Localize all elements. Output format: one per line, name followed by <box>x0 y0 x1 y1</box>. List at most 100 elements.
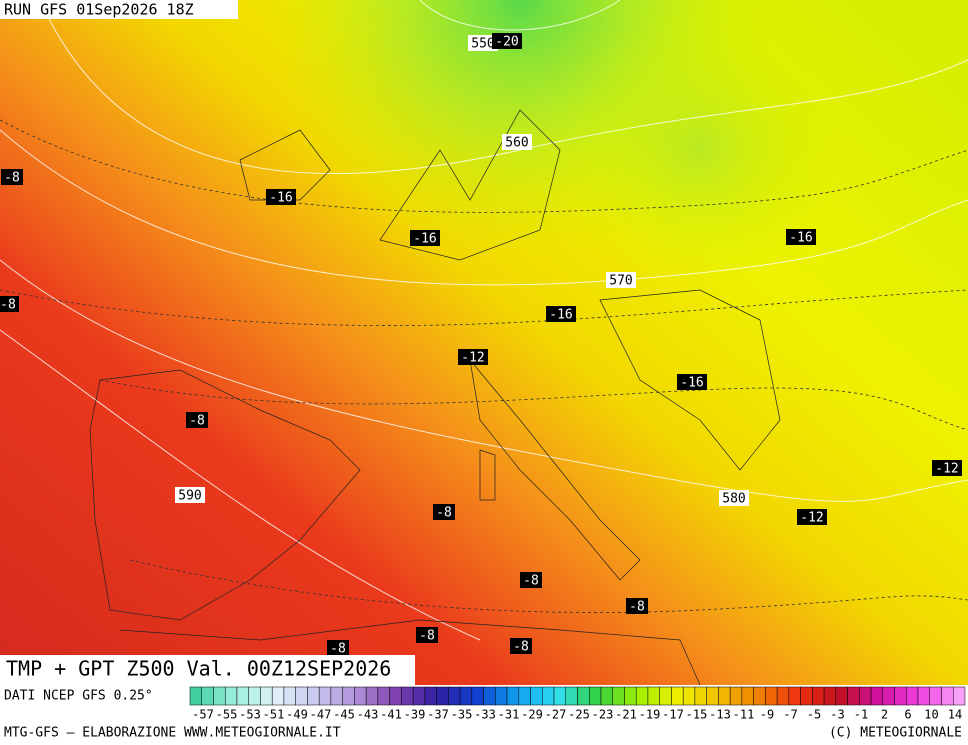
label-box <box>0 296 19 312</box>
run-label: RUN GFS 01Sep2026 18Z <box>4 1 194 19</box>
label-box <box>410 230 440 246</box>
contour-label: -8 <box>513 640 529 655</box>
colorbar-label: -31 <box>498 708 520 722</box>
contour-label: -16 <box>549 308 572 323</box>
isolines <box>0 0 968 640</box>
contour-label: -8 <box>330 642 346 657</box>
colorbar-label: -33 <box>474 708 496 722</box>
colorbar-label: -25 <box>568 708 590 722</box>
colorbar-swatch <box>882 686 895 706</box>
label-box <box>502 134 532 150</box>
colorbar-label: -17 <box>662 708 684 722</box>
label-box <box>416 627 438 643</box>
colorbar-swatch <box>318 686 332 706</box>
colorbar-swatch <box>471 686 484 706</box>
colorbar-swatch <box>894 686 907 706</box>
colorbar-swatch <box>307 686 320 706</box>
colorbar-swatch <box>483 686 496 706</box>
colorbar-swatch <box>706 686 719 706</box>
colorbar-swatch <box>436 686 449 706</box>
contour-label: 560 <box>505 136 528 151</box>
colorbar-swatch <box>635 686 649 706</box>
label-box <box>458 349 488 365</box>
label-box <box>546 306 576 322</box>
colorbar-swatch <box>389 686 402 706</box>
colorbar-swatch <box>354 686 367 706</box>
colorbar-label: -43 <box>357 708 379 722</box>
colorbar-swatch <box>213 686 226 706</box>
label-box <box>520 572 542 588</box>
colorbar-swatch <box>859 686 872 706</box>
colorbar-label: -27 <box>545 708 567 722</box>
colorbar-swatch <box>248 686 261 706</box>
colorbar-swatch <box>224 686 238 706</box>
colorbar-label: -7 <box>783 708 797 722</box>
contour-labels: 550 -20 560 -8 -16 -16 -16 570 -8 -16 -12 -16 -8 590 5… <box>0 33 962 657</box>
colorbar-swatch <box>741 686 754 706</box>
colorbar-swatch <box>612 686 625 706</box>
contour-label: -8 <box>0 298 16 313</box>
label-box <box>626 598 648 614</box>
colorbar-swatch <box>671 686 684 706</box>
colorbar-swatch <box>917 686 931 706</box>
colorbar-label: -13 <box>709 708 731 722</box>
map-title: TMP + GPT Z500 Val. 00Z12SEP2026 <box>6 657 391 681</box>
colorbar-swatch <box>812 686 825 706</box>
colorbar-swatch <box>236 686 249 706</box>
colorbar-label: 2 <box>881 708 888 722</box>
contour-label: -16 <box>680 376 703 391</box>
source-label: DATI NCEP GFS 0.25° <box>4 689 153 704</box>
colorbar-swatch <box>495 686 508 706</box>
contour-label: -12 <box>935 462 958 477</box>
colorbar-label: -29 <box>521 708 543 722</box>
colorbar-swatch <box>765 686 778 706</box>
colorbar-swatch <box>283 686 296 706</box>
colorbar-label: -21 <box>615 708 637 722</box>
contour-label: -8 <box>419 629 435 644</box>
colorbar-swatch <box>694 686 707 706</box>
colorbar-label: -3 <box>830 708 844 722</box>
colorbar-label: -57 <box>192 708 214 722</box>
label-box <box>1 169 23 185</box>
colorbar-swatch <box>448 686 461 706</box>
colorbar-label: -49 <box>286 708 308 722</box>
colorbar-swatch <box>553 686 567 706</box>
copyright-label: (C) METEOGIORNALE <box>829 726 962 741</box>
colorbar-label: -11 <box>733 708 755 722</box>
colorbar-label: -23 <box>592 708 614 722</box>
colorbar-swatch <box>330 686 343 706</box>
contour-label: -16 <box>413 232 436 247</box>
colorbar-label: -35 <box>451 708 473 722</box>
colorbar-swatch <box>941 686 954 706</box>
label-box <box>606 272 636 288</box>
colorbar-label: -15 <box>686 708 708 722</box>
colorbar-swatch <box>260 686 273 706</box>
colorbar-label: 6 <box>904 708 911 722</box>
colorbar-swatch <box>459 686 473 706</box>
contour-label: -8 <box>436 506 452 521</box>
coastlines <box>89 109 781 686</box>
colorbar-swatch <box>342 686 355 706</box>
colorbar-swatch <box>577 686 590 706</box>
colorbar-swatch <box>271 686 285 706</box>
colorbar-swatch <box>729 686 743 706</box>
label-box <box>492 33 522 49</box>
map-shade <box>0 0 968 685</box>
colorbar-swatch <box>518 686 531 706</box>
label-box <box>175 487 205 503</box>
colorbar-label: -1 <box>854 708 868 722</box>
colorbar-swatch <box>788 686 801 706</box>
colorbar-swatch <box>424 686 437 706</box>
colorbar-swatch <box>624 686 637 706</box>
colorbar-swatch <box>565 686 578 706</box>
colorbar: -57 -55 -53 -51 -49 -47 -45 -43 -41 -39 -37 -35 -33-… <box>189 686 966 722</box>
colorbar-swatch <box>800 686 813 706</box>
colorbar-swatch <box>753 686 766 706</box>
label-box <box>327 640 349 656</box>
contour-label: 590 <box>178 489 201 504</box>
colorbar-swatch <box>542 686 555 706</box>
colorbar-swatch <box>647 686 660 706</box>
colorbar-label: -51 <box>263 708 285 722</box>
contour-label: -16 <box>789 231 812 246</box>
